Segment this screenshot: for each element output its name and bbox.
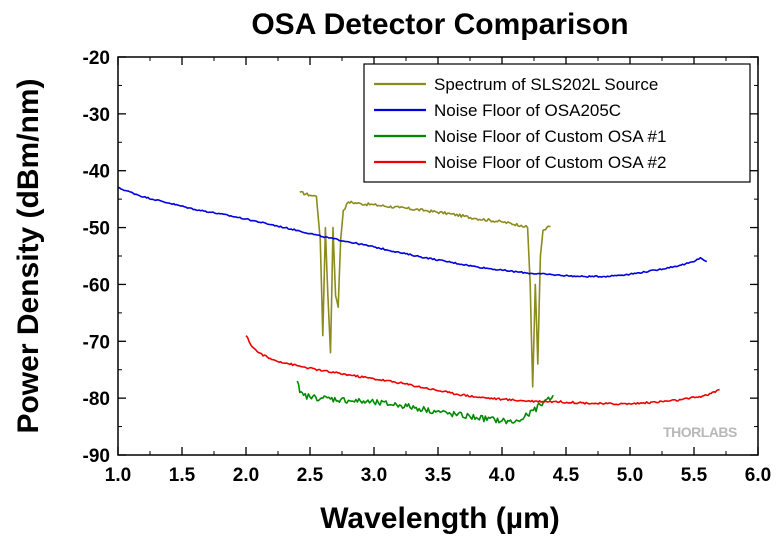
x-tick-label: 1.0 xyxy=(105,465,131,486)
series-line-2 xyxy=(117,186,708,278)
thorlabs-watermark: THORLABS xyxy=(663,424,737,440)
y-tick-label: -60 xyxy=(83,275,110,296)
legend: Spectrum of SLS202L Source Noise Floor of… xyxy=(363,63,751,183)
y-tick-label: -30 xyxy=(83,105,110,126)
x-tick-label: 3.0 xyxy=(361,465,387,486)
x-tick-label: 5.5 xyxy=(681,465,708,486)
x-tick-label: 4.0 xyxy=(489,465,515,486)
x-tick-label: 2.5 xyxy=(297,465,324,486)
axes: 1.0 1.5 2.0 2.5 3.0 3.5 4.0 4.5 5.0 5.5 6.0 -20 -30 -… xyxy=(83,48,772,486)
x-tick-label: 1.5 xyxy=(169,465,196,486)
legend-label-1: Spectrum of SLS202L Source xyxy=(434,75,658,94)
y-tick-label: -40 xyxy=(83,162,110,183)
y-tick-label: -70 xyxy=(83,332,110,353)
legend-label-4: Noise Floor of Custom OSA #2 xyxy=(434,153,666,172)
legend-label-3: Noise Floor of Custom OSA #1 xyxy=(434,127,666,146)
series-line-4 xyxy=(245,335,720,406)
series-line-3 xyxy=(296,380,554,425)
series-layer xyxy=(117,186,720,425)
series-line-1 xyxy=(299,190,551,388)
legend-box xyxy=(363,63,751,183)
chart-title: OSA Detector Comparison xyxy=(251,8,628,41)
x-axis-title: Wavelength (µm) xyxy=(320,502,560,535)
x-tick-label: 3.5 xyxy=(425,465,452,486)
x-tick-label: 2.0 xyxy=(233,465,259,486)
y-tick-label: -20 xyxy=(83,48,110,69)
legend-label-2: Noise Floor of OSA205C xyxy=(434,101,621,120)
y-axis-title: Power Density (dBm/nm) xyxy=(12,78,45,433)
x-tick-label: 5.0 xyxy=(617,465,643,486)
y-tick-label: -50 xyxy=(83,219,110,240)
x-tick-label: 6.0 xyxy=(745,465,771,486)
y-tick-label: -80 xyxy=(83,389,110,410)
x-tick-label: 4.5 xyxy=(553,465,580,486)
y-tick-label: -90 xyxy=(83,446,110,467)
